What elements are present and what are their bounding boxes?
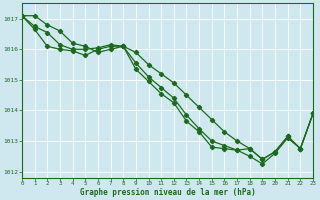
X-axis label: Graphe pression niveau de la mer (hPa): Graphe pression niveau de la mer (hPa) <box>80 188 255 197</box>
